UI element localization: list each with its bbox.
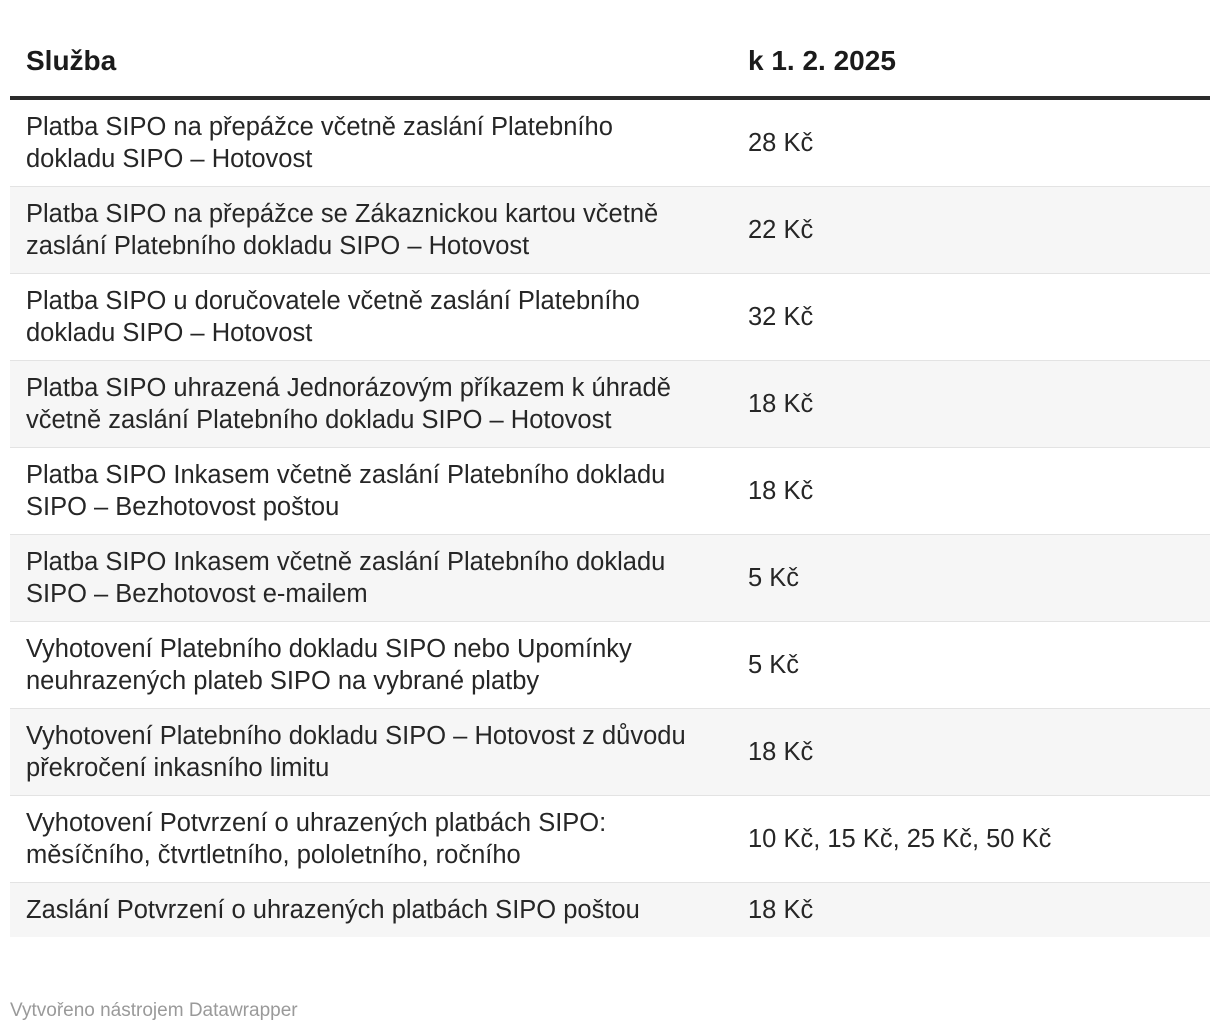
price-cell: 18 Kč [732, 447, 1210, 535]
price-table: Služba k 1. 2. 2025 Platba SIPO na přepá… [10, 0, 1210, 937]
service-cell: Vyhotovení Platebního dokladu SIPO – Hot… [10, 708, 732, 796]
price-cell: 18 Kč [732, 360, 1210, 448]
price-cell: 10 Kč, 15 Kč, 25 Kč, 50 Kč [732, 795, 1210, 883]
price-table-container: Služba k 1. 2. 2025 Platba SIPO na přepá… [10, 0, 1210, 937]
service-cell: Platba SIPO u doručovatele včetně zaslán… [10, 273, 732, 361]
price-cell: 18 Kč [732, 882, 1210, 937]
service-cell: Platba SIPO uhrazená Jednorázovým příkaz… [10, 360, 732, 448]
table-row: Platba SIPO Inkasem včetně zaslání Plate… [10, 447, 1210, 535]
price-cell: 32 Kč [732, 273, 1210, 361]
service-cell: Platba SIPO na přepážce včetně zaslání P… [10, 98, 732, 187]
service-cell: Vyhotovení Potvrzení o uhrazených platbá… [10, 795, 732, 883]
service-cell: Platba SIPO Inkasem včetně zaslání Plate… [10, 534, 732, 622]
table-row: Zaslání Potvrzení o uhrazených platbách … [10, 882, 1210, 937]
price-cell: 18 Kč [732, 708, 1210, 796]
price-cell: 5 Kč [732, 534, 1210, 622]
column-header-service[interactable]: Služba [10, 0, 732, 100]
table-row: Vyhotovení Platebního dokladu SIPO nebo … [10, 621, 1210, 709]
service-cell: Platba SIPO Inkasem včetně zaslání Plate… [10, 447, 732, 535]
price-cell: 28 Kč [732, 98, 1210, 187]
table-row: Platba SIPO u doručovatele včetně zaslán… [10, 273, 1210, 361]
table-row: Platba SIPO na přepážce včetně zaslání P… [10, 98, 1210, 187]
table-row: Vyhotovení Platebního dokladu SIPO – Hot… [10, 708, 1210, 796]
table-row: Platba SIPO uhrazená Jednorázovým příkaz… [10, 360, 1210, 448]
column-header-price[interactable]: k 1. 2. 2025 [732, 0, 1210, 100]
table-row: Vyhotovení Potvrzení o uhrazených platbá… [10, 795, 1210, 883]
price-cell: 22 Kč [732, 186, 1210, 274]
service-cell: Zaslání Potvrzení o uhrazených platbách … [10, 882, 732, 937]
service-cell: Platba SIPO na přepážce se Zákaznickou k… [10, 186, 732, 274]
table-row: Platba SIPO Inkasem včetně zaslání Plate… [10, 534, 1210, 622]
datawrapper-credit[interactable]: Vytvořeno nástrojem Datawrapper [10, 1000, 298, 1021]
table-row: Platba SIPO na přepážce se Zákaznickou k… [10, 186, 1210, 274]
price-cell: 5 Kč [732, 621, 1210, 709]
service-cell: Vyhotovení Platebního dokladu SIPO nebo … [10, 621, 732, 709]
table-header-row: Služba k 1. 2. 2025 [10, 0, 1210, 100]
